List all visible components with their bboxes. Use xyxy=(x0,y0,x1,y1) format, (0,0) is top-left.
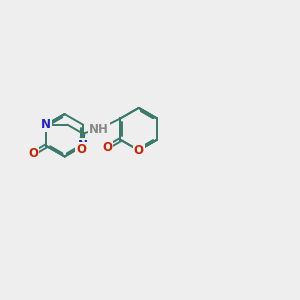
Text: NH: NH xyxy=(89,123,109,136)
Text: O: O xyxy=(102,141,112,154)
Text: N: N xyxy=(78,140,88,152)
Text: N: N xyxy=(41,118,51,131)
Text: O: O xyxy=(134,144,144,157)
Text: O: O xyxy=(76,143,86,156)
Text: O: O xyxy=(28,147,38,160)
